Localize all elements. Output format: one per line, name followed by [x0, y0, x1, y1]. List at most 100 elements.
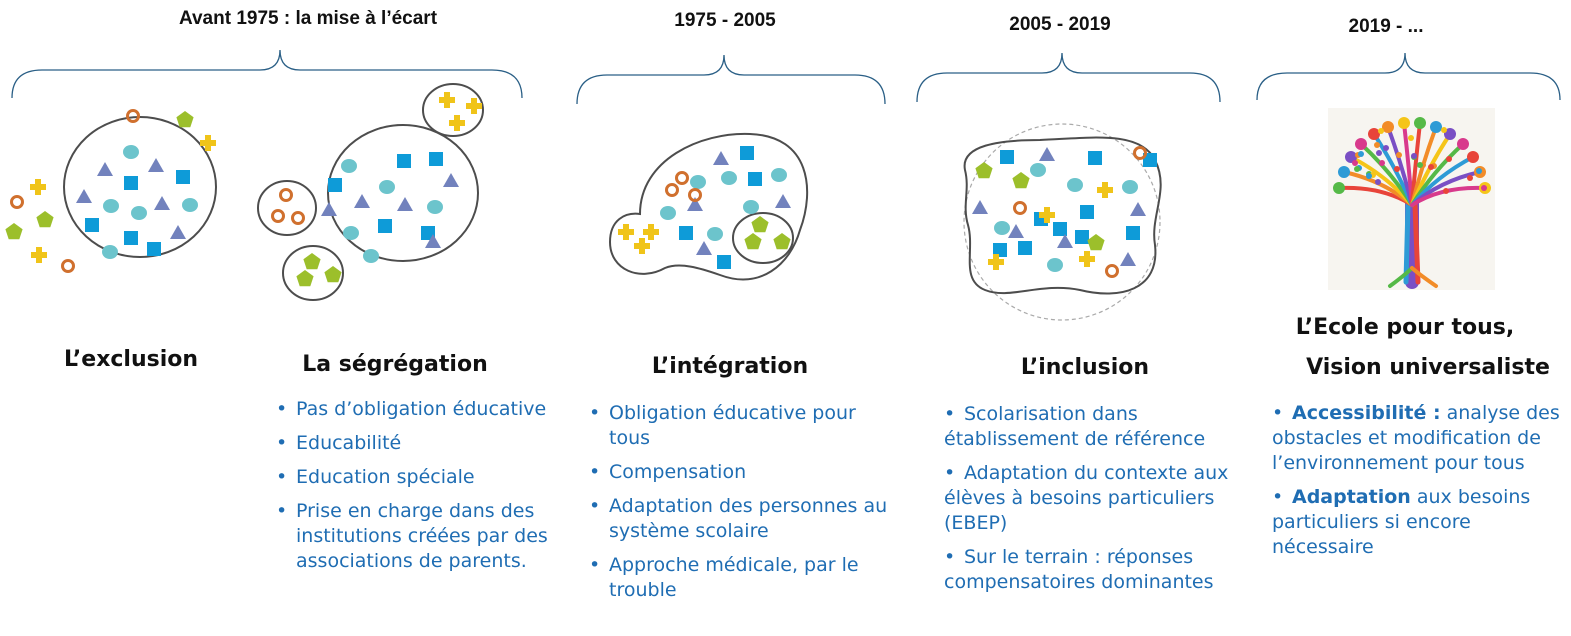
leaf-dot — [1396, 152, 1402, 158]
triangle-shape — [1008, 224, 1024, 238]
leaf-dot — [1358, 151, 1364, 157]
leaf-dot — [1354, 166, 1360, 172]
circle-shape — [707, 227, 723, 241]
circle-shape — [660, 206, 676, 220]
curly-brace — [577, 55, 885, 104]
leaf-dot — [1446, 156, 1452, 162]
list-item: • Adaptation des personnes au système sco… — [589, 494, 899, 544]
triangle-shape — [397, 197, 413, 211]
list-item: • Education spéciale — [276, 465, 556, 490]
pentagon-shape — [5, 223, 22, 239]
leaf-dot — [1443, 188, 1449, 194]
title-segregation: La ségrégation — [302, 352, 488, 377]
circle-shape — [1067, 178, 1083, 192]
square-shape — [124, 231, 138, 245]
ring-shape — [12, 197, 23, 208]
list-item: • Accessibilité : analyse des obstacles e… — [1272, 401, 1570, 476]
leaf-dot — [1383, 145, 1389, 151]
pentagon-shape — [1012, 172, 1029, 188]
leaf-dot — [1352, 160, 1358, 166]
circle-shape — [343, 226, 359, 240]
period-before-1975: Avant 1975 : la mise à l’écart — [179, 8, 437, 30]
segregation-list: • Pas d’obligation éducative • Educabilité… — [276, 397, 556, 583]
leaf-dot — [1379, 160, 1385, 166]
ring-shape — [273, 211, 284, 222]
circle-shape — [379, 180, 395, 194]
title-exclusion: L’exclusion — [64, 347, 198, 372]
square-shape — [717, 255, 731, 269]
triangle-shape — [321, 202, 337, 216]
square-shape — [85, 218, 99, 232]
list-item: • Adaptation du contexte aux élèves à bes… — [944, 461, 1244, 536]
pentagon-shape — [744, 233, 761, 249]
circle-shape — [1047, 258, 1063, 272]
circle-shape — [341, 159, 357, 173]
ring-shape — [281, 190, 292, 201]
leaf-dot — [1411, 153, 1417, 159]
circle-shape — [182, 198, 198, 212]
triangle-shape — [154, 196, 170, 210]
square-shape — [1080, 205, 1094, 219]
triangle-shape — [1057, 234, 1073, 248]
cross-shape — [449, 115, 465, 131]
curly-brace — [917, 53, 1220, 102]
cross-shape — [31, 247, 47, 263]
curly-brace — [1257, 53, 1560, 100]
circle-shape — [743, 200, 759, 214]
square-shape — [1088, 151, 1102, 165]
triangle-shape — [1120, 252, 1136, 266]
list-item: • Prise en charge dans des institutions c… — [276, 499, 556, 574]
square-shape — [1053, 222, 1067, 236]
circle-shape — [131, 206, 147, 220]
square-shape — [1018, 241, 1032, 255]
pentagon-shape — [36, 211, 53, 227]
circle-shape — [1030, 163, 1046, 177]
cross-shape — [618, 224, 634, 240]
ring-shape — [63, 261, 74, 272]
pentagon-shape — [296, 270, 313, 286]
leaf-dot — [1417, 162, 1423, 168]
square-shape — [748, 172, 762, 186]
ring-shape — [677, 173, 688, 184]
cross-shape — [643, 224, 659, 240]
cross-shape — [466, 98, 482, 114]
period-2019-onward: 2019 - ... — [1349, 16, 1424, 38]
triangle-shape — [97, 162, 113, 176]
ring-shape — [1107, 266, 1118, 277]
leaf-dot — [1428, 164, 1434, 170]
leaf-dot — [1374, 142, 1380, 148]
hand-leaf — [1368, 128, 1380, 140]
leaf-dot — [1376, 150, 1382, 156]
circle-shape — [103, 199, 119, 213]
triangle-shape — [148, 158, 164, 172]
leaf-dot — [1467, 175, 1473, 181]
circle-shape — [690, 175, 706, 189]
square-shape — [176, 170, 190, 184]
circle-shape — [994, 221, 1010, 235]
cross-shape — [439, 92, 455, 108]
ring-shape — [1015, 203, 1026, 214]
cross-shape — [1079, 251, 1095, 267]
list-item: • Educabilité — [276, 431, 556, 456]
square-shape — [147, 242, 161, 256]
triangle-shape — [1039, 147, 1055, 161]
pentagon-shape — [751, 216, 768, 232]
ring-shape — [293, 213, 304, 224]
circle-shape — [123, 145, 139, 159]
title-vision-universaliste: Vision universaliste — [1306, 355, 1550, 380]
square-shape — [740, 146, 754, 160]
integration-list: • Obligation éducative pour tous • Compens… — [589, 401, 899, 612]
list-item: • Adaptation aux besoins particuliers si … — [1272, 485, 1570, 560]
leaf-dot — [1394, 166, 1400, 172]
list-item: • Obligation éducative pour tous — [589, 401, 899, 451]
leaf-dot — [1441, 127, 1447, 133]
triangle-shape — [696, 241, 712, 255]
curly-brace — [12, 50, 522, 98]
triangle-shape — [354, 194, 370, 208]
list-item: • Pas d’obligation éducative — [276, 397, 556, 422]
cross-shape — [200, 135, 216, 151]
hand-leaf — [1333, 182, 1345, 194]
circle-shape — [363, 249, 379, 263]
ring-shape — [128, 111, 139, 122]
triangle-shape — [170, 225, 186, 239]
